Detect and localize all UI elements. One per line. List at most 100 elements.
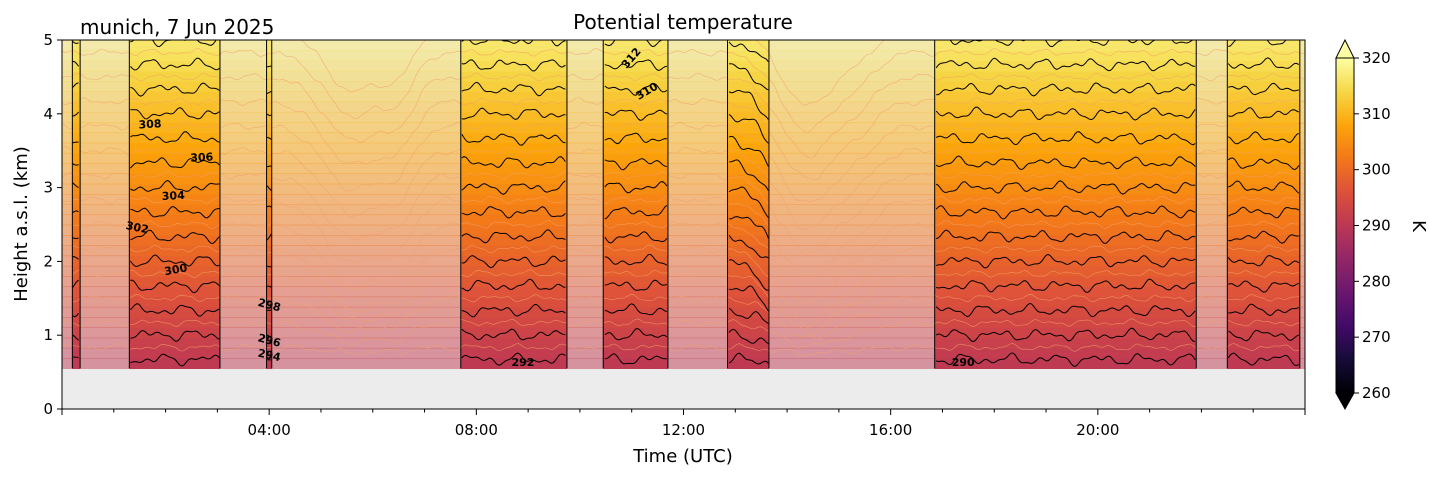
- contour-line-faint: [62, 72, 1305, 159]
- heat-band-opaque: [460, 224, 567, 236]
- heat-band-opaque: [727, 276, 769, 287]
- contour-line-faint: [62, 121, 1305, 203]
- heat-band-translucent: [62, 317, 1305, 328]
- heat-band-opaque: [460, 173, 567, 185]
- heat-band-opaque: [460, 337, 567, 349]
- heat-band-opaque: [934, 337, 1197, 349]
- heat-band-opaque: [72, 40, 81, 51]
- heat-band-opaque: [727, 132, 769, 144]
- contour-line: [936, 278, 1196, 294]
- colorbar-tick-label: 320: [1362, 49, 1391, 67]
- heat-band-opaque: [603, 163, 668, 175]
- heat-band-opaque: [266, 234, 272, 246]
- contour-line: [729, 216, 769, 239]
- contour-line: [604, 59, 667, 72]
- heat-band-opaque: [266, 214, 272, 226]
- contour-line: [266, 65, 272, 68]
- heat-band-opaque: [1227, 337, 1300, 349]
- heat-band-opaque: [129, 111, 220, 123]
- contour-line: [935, 302, 1196, 318]
- heat-band-opaque: [129, 204, 220, 216]
- contour-line: [1228, 230, 1299, 244]
- heat-band-opaque: [603, 142, 668, 154]
- heat-band-opaque: [266, 224, 272, 236]
- contour-line: [266, 91, 272, 95]
- heat-band-opaque: [129, 60, 220, 72]
- contour-line: [461, 156, 566, 169]
- heat-band-opaque: [1227, 50, 1300, 62]
- heat-band-opaque: [1227, 204, 1300, 216]
- y-axis-label: Height a.s.l. (km): [11, 146, 32, 302]
- contour-line: [266, 309, 272, 312]
- heat-band-opaque: [72, 204, 81, 216]
- contour-layer: [62, 40, 1305, 369]
- heat-band-opaque: [460, 265, 567, 277]
- heat-band-opaque: [129, 234, 220, 246]
- heat-band-opaque: [266, 317, 272, 328]
- heat-band-opaque: [460, 193, 567, 205]
- contour-line: [1228, 107, 1300, 119]
- colorbar-tick-label: 300: [1362, 161, 1391, 179]
- heat-band-opaque: [1227, 276, 1300, 287]
- contour-line: [729, 159, 769, 191]
- heat-band-opaque: [1227, 245, 1300, 257]
- heat-band-opaque: [603, 255, 668, 267]
- heat-band-opaque: [460, 101, 567, 113]
- heat-band-opaque: [266, 81, 272, 92]
- y-axis: 0 1 2 3 4 5: [43, 31, 62, 418]
- contour-label: 304: [162, 189, 186, 203]
- heat-band-opaque: [460, 296, 567, 308]
- heat-band-opaque: [603, 337, 668, 349]
- heat-band-opaque: [934, 327, 1197, 339]
- heat-band-opaque: [727, 193, 769, 205]
- contour-line-faint: [62, 293, 1305, 340]
- heat-band-opaque: [1227, 40, 1300, 51]
- heat-band-opaque: [129, 40, 220, 51]
- contour-line: [71, 279, 79, 289]
- contour-line: [72, 141, 79, 144]
- contour-line: [1228, 329, 1299, 342]
- heat-band-opaque: [266, 245, 272, 257]
- heat-band-opaque: [72, 70, 81, 82]
- colorbar-extend-max: [1335, 38, 1355, 59]
- contour-line: [728, 186, 769, 218]
- heat-band-opaque: [603, 152, 668, 164]
- contour-line: [604, 231, 668, 244]
- heat-band-opaque: [727, 234, 769, 246]
- contour-line: [1228, 82, 1299, 96]
- heat-band-opaque: [129, 358, 220, 370]
- contour-line: [729, 285, 769, 312]
- heat-band-translucent: [62, 81, 1305, 92]
- heat-band-opaque: [129, 132, 220, 144]
- contour-line: [461, 255, 566, 269]
- heat-band-opaque: [603, 132, 668, 144]
- heat-band-opaque: [129, 286, 220, 298]
- contour-line: [604, 279, 668, 291]
- contour-line: [728, 114, 769, 144]
- heat-band-opaque: [603, 60, 668, 72]
- heat-band-opaque: [460, 245, 567, 257]
- contour-line: [461, 107, 566, 121]
- contour-line: [72, 82, 79, 88]
- heat-band-translucent: [62, 327, 1305, 339]
- contour-line: [936, 352, 1196, 368]
- contour-line: [461, 278, 566, 292]
- contour-line: [72, 111, 79, 117]
- heat-band-translucent: [62, 265, 1305, 277]
- contour-line: [604, 328, 668, 341]
- contour-line-faint: [62, 220, 1305, 304]
- heat-band-opaque: [727, 183, 769, 195]
- heat-band-opaque: [1227, 101, 1300, 113]
- heat-band-opaque: [460, 50, 567, 62]
- heat-band-opaque: [1227, 265, 1300, 277]
- contour-line: [461, 59, 566, 72]
- heat-band-translucent: [62, 173, 1305, 185]
- heat-band-opaque: [460, 347, 567, 359]
- heat-band-translucent: [62, 183, 1305, 195]
- heat-band-opaque: [266, 337, 272, 349]
- heat-band-opaque: [1227, 81, 1300, 92]
- heat-band-opaque: [603, 306, 668, 318]
- contour-line-faint: [62, 170, 1305, 256]
- contour-line: [1227, 57, 1300, 69]
